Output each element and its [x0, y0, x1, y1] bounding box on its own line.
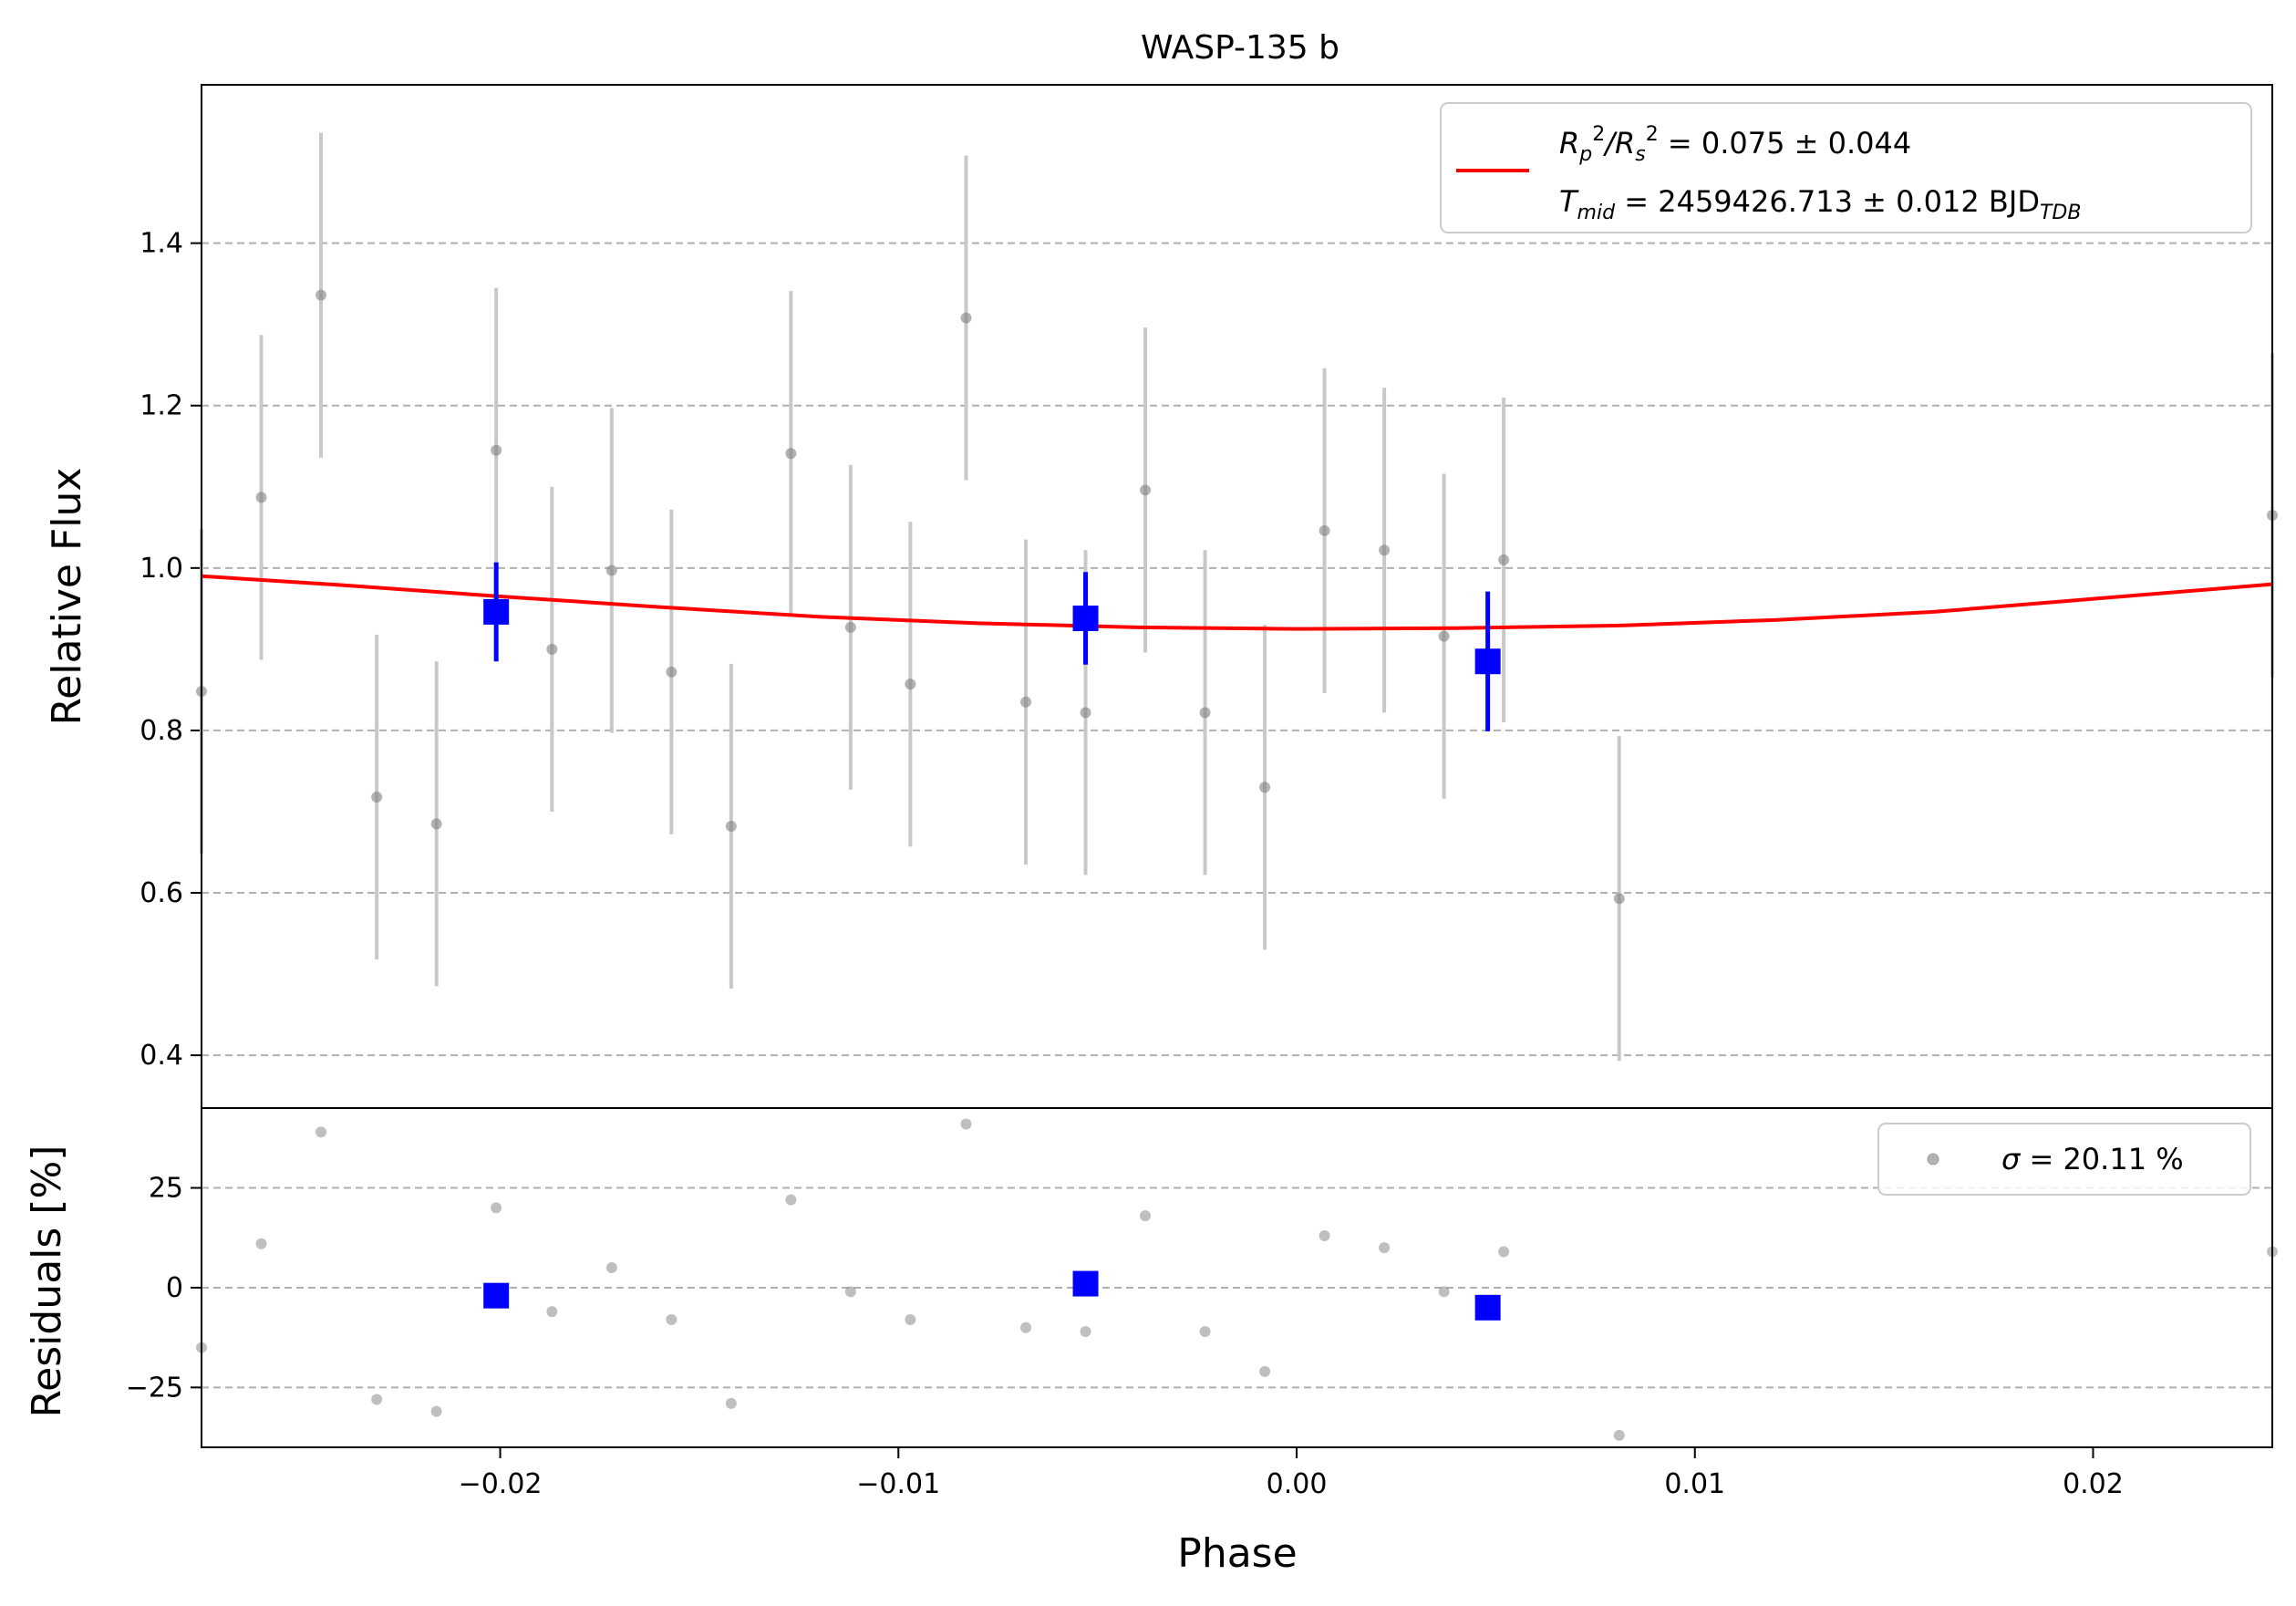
data-point	[960, 312, 972, 324]
residual-point	[1379, 1242, 1391, 1254]
residual-point	[315, 1126, 327, 1138]
data-point	[491, 444, 502, 456]
residual-point	[1259, 1365, 1271, 1377]
data-point	[1020, 696, 1032, 708]
residuals-panel: −25 0 25 σ = 20.11 %	[126, 1107, 2278, 1448]
residuals-legend: σ = 20.11 %	[1877, 1123, 2251, 1196]
data-point	[1319, 524, 1330, 536]
data-point	[666, 666, 677, 678]
main-y-tick-label: 1.0	[140, 553, 183, 585]
residuals-axes-frame	[201, 1107, 2273, 1448]
data-point	[1140, 484, 1152, 496]
main-y-tick-label: 1.4	[140, 228, 183, 260]
main-binned-points	[483, 562, 1501, 731]
data-point	[371, 791, 383, 803]
residual-point	[1020, 1321, 1032, 1333]
residual-point	[1498, 1246, 1510, 1258]
residuals-y-ticks: −25 0 25	[126, 1173, 202, 1404]
residual-point	[960, 1118, 972, 1130]
residual-point	[1199, 1326, 1211, 1338]
data-point	[844, 621, 856, 633]
residuals-legend-box	[1877, 1123, 2251, 1196]
legend-sigma: σ = 20.11 %	[2001, 1142, 2184, 1176]
main-y-tick-label: 0.8	[140, 715, 183, 747]
residual-point	[371, 1394, 383, 1405]
residuals-y-tick-label: −25	[126, 1372, 183, 1404]
model-curve	[201, 574, 2273, 631]
data-point	[1259, 782, 1271, 793]
main-y-ticks: 0.4 0.6 0.8 1.0 1.2 1.4	[140, 228, 202, 1072]
x-tick-label: −0.02	[459, 1468, 543, 1500]
main-y-tick-label: 0.4	[140, 1040, 183, 1072]
binned-point	[483, 598, 510, 625]
main-grid	[202, 242, 2272, 1057]
chart-title: WASP-135 b	[1141, 29, 1339, 67]
data-point	[605, 565, 617, 576]
y-axis-label-residuals: Residuals [%]	[24, 1145, 70, 1418]
residual-point	[546, 1306, 558, 1318]
main-y-tick-label: 1.2	[140, 390, 183, 422]
legend-residual-marker	[1927, 1153, 1939, 1166]
data-point	[1199, 707, 1211, 719]
residual-point	[905, 1313, 916, 1325]
main-flux-panel: 0.4 0.6 0.8 1.0 1.2 1.4 Rp2/Rs2 = 0.075 ± 0.0…	[140, 84, 2278, 1109]
binned-residual-point	[1474, 1294, 1501, 1321]
data-point	[1379, 544, 1391, 556]
data-point	[1613, 893, 1625, 905]
data-point	[785, 448, 797, 460]
residual-point	[605, 1262, 617, 1274]
residual-point	[255, 1238, 267, 1249]
residual-point	[1319, 1230, 1330, 1242]
x-tick-label: −0.01	[856, 1468, 940, 1500]
data-point	[1080, 707, 1091, 719]
data-point	[905, 679, 916, 690]
residual-point	[844, 1286, 856, 1298]
legend-mid-time: Tmid = 2459426.713 ± 0.012 BJDTDB	[1559, 184, 2081, 224]
main-legend-box	[1440, 102, 2252, 233]
x-tick-label: 0.02	[2063, 1468, 2124, 1500]
residual-point	[1080, 1326, 1091, 1338]
residuals-y-tick-label: 0	[166, 1272, 183, 1304]
model-line	[201, 574, 2273, 631]
data-point	[255, 492, 267, 503]
residual-points	[196, 1118, 2278, 1441]
residual-point	[666, 1313, 677, 1325]
main-y-tick-label: 0.6	[140, 877, 183, 909]
data-point	[1438, 630, 1450, 642]
x-tick-label: 0.00	[1267, 1468, 1328, 1500]
legend-radius-ratio: Rp2/Rs2 = 0.075 ± 0.044	[1559, 123, 1911, 166]
residuals-y-tick-label: 25	[149, 1173, 183, 1205]
x-tick-label: 0.01	[1664, 1468, 1725, 1500]
x-axis-label: Phase	[1177, 1530, 1297, 1577]
residual-point	[1438, 1286, 1450, 1298]
data-point	[315, 289, 327, 301]
binned-residual-point	[483, 1282, 510, 1309]
residual-point	[1613, 1429, 1625, 1441]
data-point	[725, 821, 737, 833]
residual-point	[1140, 1210, 1152, 1222]
binned-residual-point	[1072, 1270, 1099, 1297]
residual-point	[491, 1202, 502, 1214]
main-legend: Rp2/Rs2 = 0.075 ± 0.044 Tmid = 2459426.7…	[1440, 102, 2252, 233]
data-point	[430, 818, 442, 830]
binned-point	[1072, 606, 1099, 632]
binned-point	[1474, 648, 1501, 675]
residual-point	[430, 1405, 442, 1417]
y-axis-label-flux: Relative Flux	[44, 468, 90, 726]
residual-point	[725, 1397, 737, 1409]
residual-binned-points	[483, 1270, 1501, 1321]
residual-point	[785, 1194, 797, 1206]
data-point	[1498, 554, 1510, 565]
data-point	[546, 643, 558, 655]
x-axis-ticks: −0.02 −0.01 0.00 0.01 0.02	[459, 1447, 2124, 1500]
